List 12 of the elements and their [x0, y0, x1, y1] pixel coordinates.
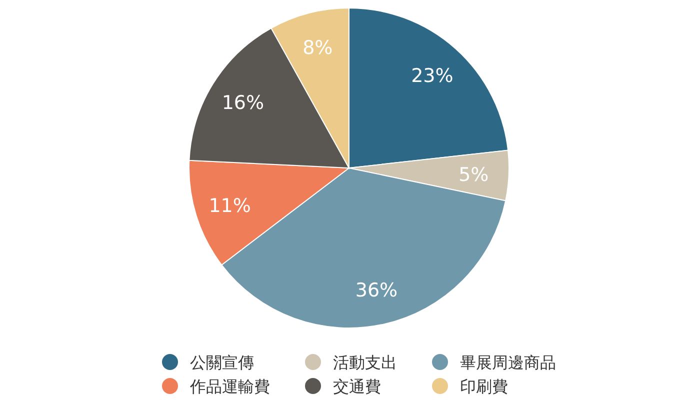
data-label: 23%	[411, 64, 454, 87]
legend-label: 畢展周邊商品	[460, 353, 556, 372]
legend-label: 交通費	[333, 377, 381, 396]
data-label: 11%	[208, 195, 251, 218]
data-label: 36%	[355, 280, 398, 302]
legend-label: 活動支出	[333, 353, 397, 372]
data-label: 5%	[458, 164, 489, 186]
legend-label: 作品運輸費	[189, 377, 270, 396]
data-label: 8%	[302, 37, 333, 60]
data-label: 16%	[222, 92, 264, 114]
legend-label: 公關宣傳	[190, 353, 254, 372]
legend-label: 印刷費	[460, 377, 508, 396]
